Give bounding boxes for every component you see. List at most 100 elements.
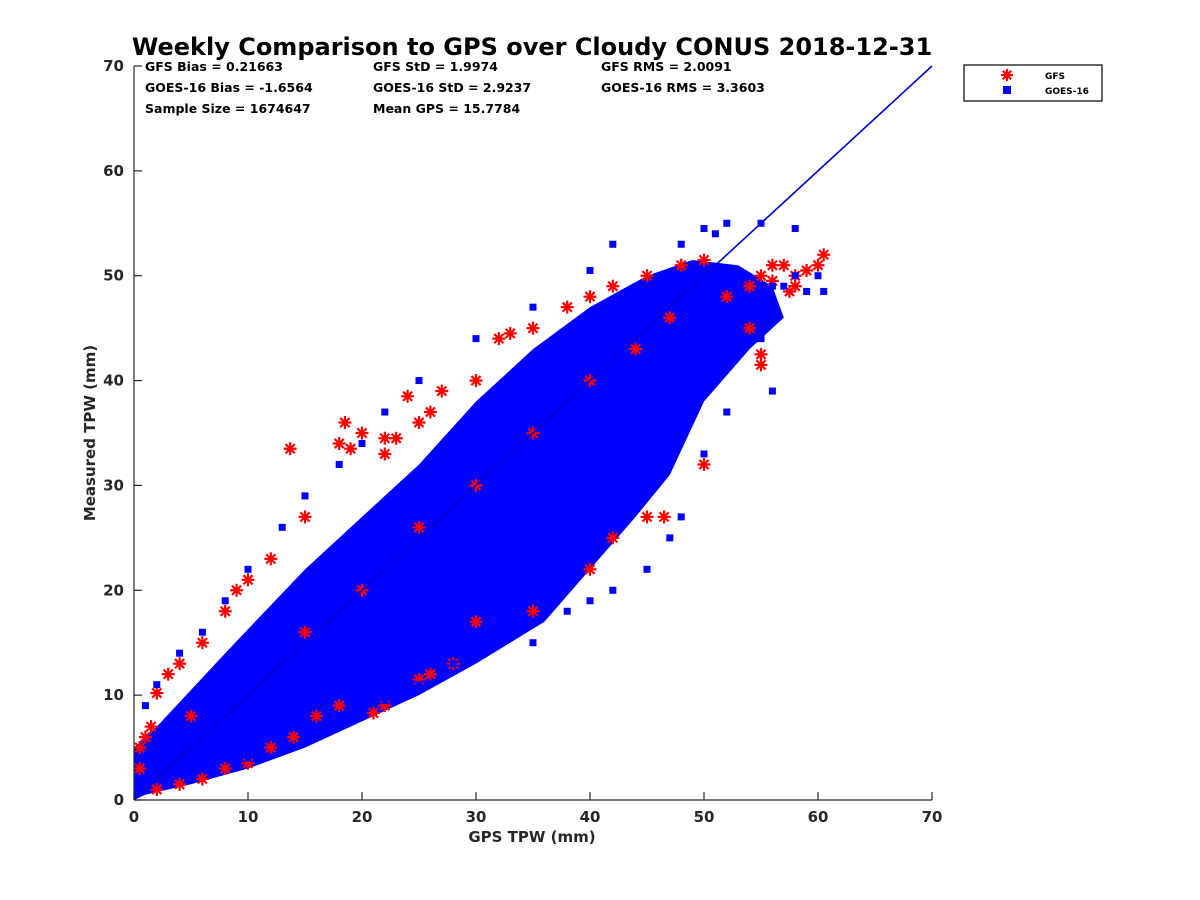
- goes-16-point: [666, 534, 674, 542]
- goes-16-point: [244, 565, 252, 573]
- x-tick-label: 20: [352, 808, 373, 826]
- gfs-point: [583, 290, 597, 304]
- gfs-point: [309, 709, 323, 723]
- goes-16-point: [609, 586, 617, 594]
- goes-16-point: [529, 398, 537, 406]
- goes-16-point: [643, 565, 651, 573]
- gfs-point: [332, 436, 346, 450]
- gfs-point: [640, 269, 654, 283]
- gfs-point: [173, 657, 187, 671]
- goes-16-point: [791, 225, 799, 233]
- goes-16-point: [415, 377, 423, 385]
- goes-16-point: [768, 387, 776, 395]
- stat-goes-rms: GOES-16 RMS = 3.3603: [601, 80, 765, 95]
- goes-16-point: [711, 230, 719, 238]
- goes-16-point: [301, 492, 309, 500]
- gfs-point: [811, 258, 825, 272]
- goes-16-point: [472, 597, 480, 605]
- goes-16-point: [677, 335, 685, 343]
- goes-16-point: [358, 712, 366, 720]
- gfs-point: [423, 405, 437, 419]
- goes-16-point: [164, 775, 172, 783]
- legend-box: [963, 64, 1103, 102]
- gfs-point: [640, 510, 654, 524]
- x-tick-label: 30: [466, 808, 487, 826]
- goes-16-point: [791, 272, 799, 280]
- goes-16-point: [233, 712, 241, 720]
- goes-16-point: [449, 660, 457, 668]
- gfs-point: [184, 709, 198, 723]
- stat-mean-gps: Mean GPS = 15.7784: [373, 101, 520, 116]
- gfs-point: [743, 279, 757, 293]
- goes-16-point: [700, 314, 708, 322]
- goes-16-point: [518, 481, 526, 489]
- goes-16-point: [381, 597, 389, 605]
- gfs-point: [697, 457, 711, 471]
- gfs-point: [389, 431, 403, 445]
- goes-16-point: [136, 786, 144, 794]
- gfs-point: [492, 332, 506, 346]
- gfs-point: [503, 326, 517, 340]
- x-tick-label: 50: [694, 808, 715, 826]
- gfs-point: [606, 279, 620, 293]
- gfs-point: [332, 699, 346, 713]
- goes-16-point: [654, 356, 662, 364]
- goes-16-point: [301, 723, 309, 731]
- gfs-point: [264, 552, 278, 566]
- goes-16-point: [244, 754, 252, 762]
- goes-16-point: [529, 639, 537, 647]
- goes-16-point: [267, 639, 275, 647]
- legend: GFS GOES-16: [963, 64, 1103, 102]
- goes-16-point: [176, 649, 184, 657]
- goes-16-point: [404, 639, 412, 647]
- point-cloud-density: [134, 259, 784, 800]
- gfs-point: [754, 269, 768, 283]
- goes-16-point: [153, 765, 161, 773]
- x-tick-label: 40: [580, 808, 601, 826]
- goes-16-point: [506, 576, 514, 584]
- x-ticks: 0 10 20 30 40 50 60 70: [129, 792, 942, 826]
- goes-16-point: [540, 460, 548, 468]
- goes-16-point: [632, 293, 640, 301]
- goes-16-point: [198, 765, 206, 773]
- goes-16-point: [495, 419, 503, 427]
- gfs-point: [697, 253, 711, 267]
- gfs-point: [173, 777, 187, 791]
- gfs-point: [134, 762, 147, 776]
- goes-16-point: [301, 702, 309, 710]
- goes-16-point: [495, 502, 503, 510]
- gfs-point: [378, 447, 392, 461]
- goes-16-point: [176, 744, 184, 752]
- x-tick-label: 10: [238, 808, 259, 826]
- x-tick-label: 0: [129, 808, 139, 826]
- y-tick-label: 50: [103, 267, 124, 285]
- gfs-point: [161, 667, 175, 681]
- goes-16-point: [472, 523, 480, 531]
- gfs-point: [344, 442, 358, 456]
- goes-16-point: [312, 649, 320, 657]
- goes-16-point: [609, 240, 617, 248]
- gfs-point: [765, 258, 779, 272]
- y-tick-label: 20: [103, 581, 124, 599]
- stat-gfs-rms: GFS RMS = 2.0091: [601, 59, 732, 74]
- goes-16-point: [290, 670, 298, 678]
- goes-16-point: [757, 335, 765, 343]
- goes-16-point: [335, 681, 343, 689]
- goes-16-point: [335, 628, 343, 636]
- gfs-point: [298, 625, 312, 639]
- stat-gfs-std: GFS StD = 1.9974: [373, 59, 498, 74]
- y-tick-label: 70: [103, 57, 124, 75]
- goes-16-point: [586, 266, 594, 274]
- goes-16-point: [358, 439, 366, 447]
- goes-16-point: [381, 696, 389, 704]
- y-tick-label: 0: [114, 791, 124, 809]
- legend-label-goes-16: GOES-16: [1045, 87, 1089, 97]
- goes-16-point: [449, 544, 457, 552]
- goes-16-point: [187, 775, 195, 783]
- goes-16-point: [586, 597, 594, 605]
- gfs-point: [378, 431, 392, 445]
- goes-16-point: [768, 282, 776, 290]
- stat-gfs-bias: GFS Bias = 0.21663: [145, 59, 283, 74]
- goes-16-point: [369, 660, 377, 668]
- goes-16-point: [267, 681, 275, 689]
